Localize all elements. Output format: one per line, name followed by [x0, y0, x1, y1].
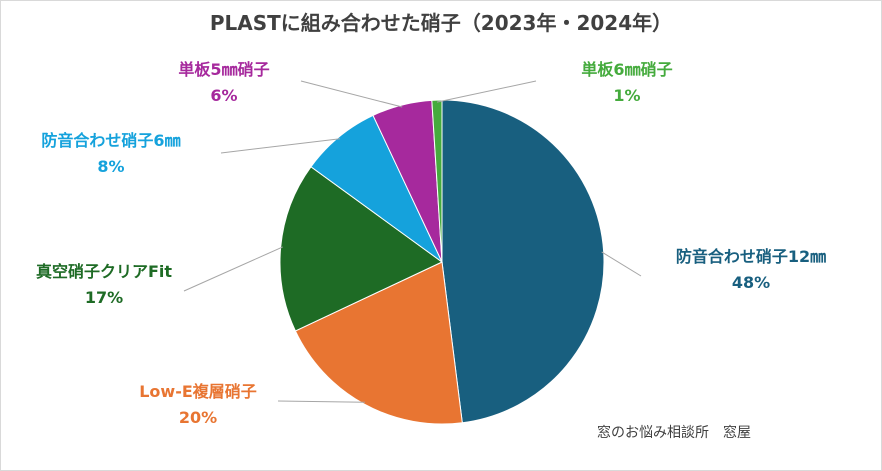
leader-line [220, 138, 341, 154]
data-label-category: 単板5㎜硝子 [178, 60, 270, 79]
leader-line [183, 246, 283, 292]
leader-line [436, 80, 537, 103]
data-label: 単板6㎜硝子 1% [581, 57, 672, 109]
watermark-text: 窓のお悩み相談所 窓屋 [597, 425, 751, 441]
data-label: 真空硝子クリアFit 17% [36, 259, 172, 311]
data-label: 防音合わせ硝子12㎜ 48% [676, 244, 826, 296]
pie-slice [294, 261, 463, 425]
data-label-value: 8% [97, 157, 125, 176]
data-label-category: 真空硝子クリアFit [35, 262, 173, 281]
data-label-category: 単板6㎜硝子 [581, 60, 673, 79]
leader-line [277, 400, 365, 403]
data-label-category: 防音合わせ硝子12㎜ [675, 247, 827, 266]
data-label-value: 6% [210, 86, 238, 105]
pie-slice [279, 166, 443, 332]
leader-line [300, 80, 403, 108]
data-label: Low-E複層硝子 20% [139, 379, 257, 431]
data-label-value: 1% [613, 86, 641, 105]
data-label: 防音合わせ硝子6㎜ 8% [41, 128, 180, 180]
data-label-value: 48% [731, 273, 771, 292]
leader-line [601, 251, 642, 277]
data-label-value: 20% [178, 408, 218, 427]
data-label-value: 17% [84, 288, 124, 307]
data-label: 単板5㎜硝子 6% [178, 57, 269, 109]
data-label-category: 防音合わせ硝子6㎜ [41, 131, 181, 150]
chart-title: PLASTに組み合わせた硝子（2023年・2024年） [209, 11, 673, 35]
pie-slice [431, 99, 443, 263]
data-label-category: Low-E複層硝子 [139, 382, 257, 401]
pie-slice [441, 99, 605, 424]
